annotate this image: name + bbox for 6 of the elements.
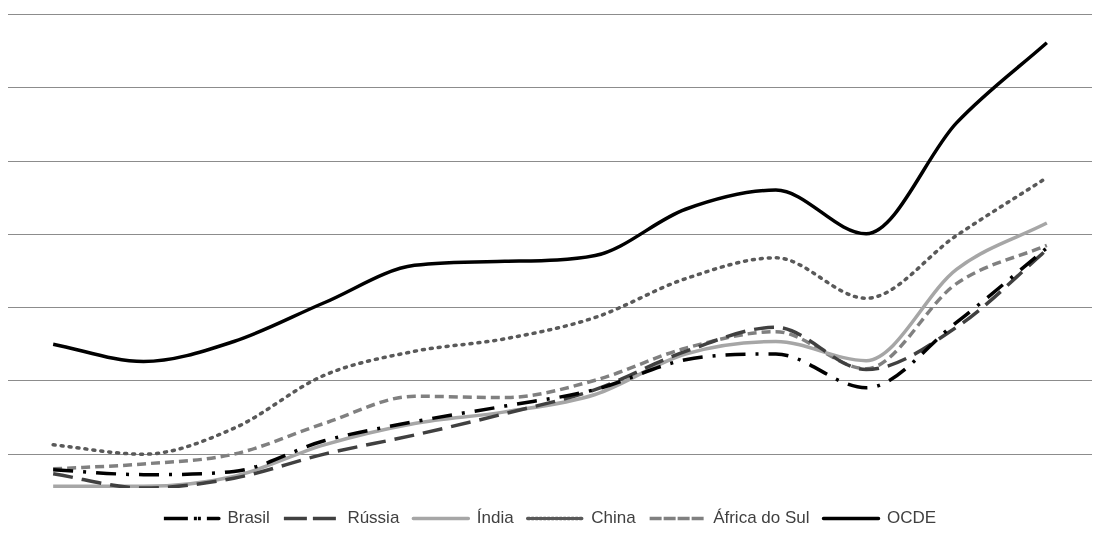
- legend-label: Rússia: [347, 508, 400, 528]
- legend-label: Índia: [476, 508, 515, 528]
- legend-label: OCDE: [887, 508, 937, 528]
- legend-label: África do Sul: [713, 508, 810, 528]
- legend-label: China: [591, 508, 637, 528]
- legend-label: Brasil: [227, 508, 270, 528]
